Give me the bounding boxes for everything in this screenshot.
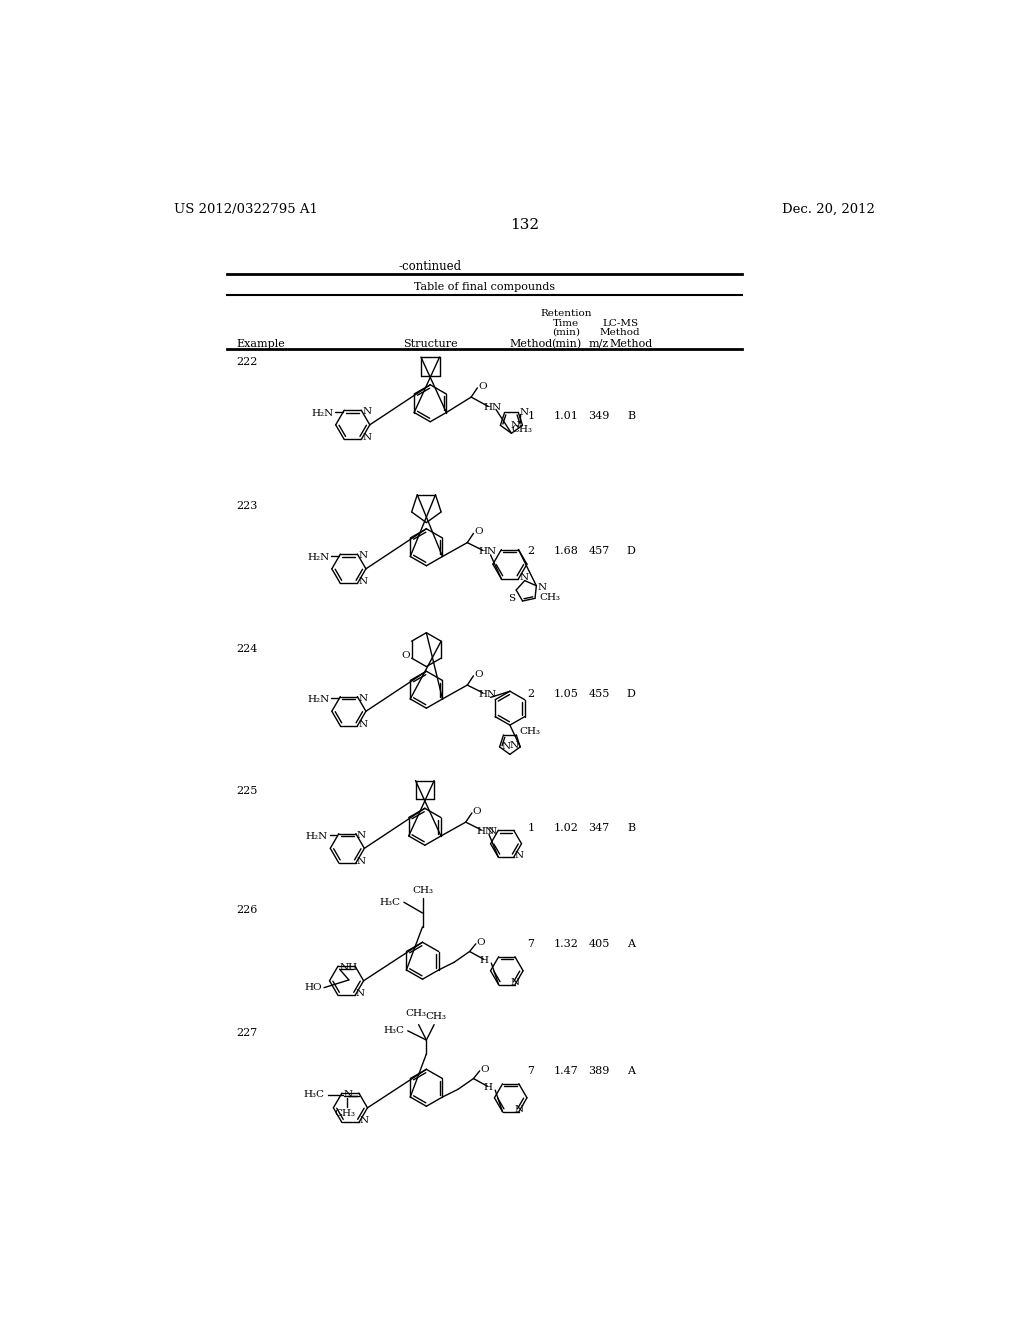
Text: Example: Example (237, 339, 286, 348)
Text: Time: Time (553, 318, 579, 327)
Text: Table of final compounds: Table of final compounds (414, 282, 555, 292)
Text: HN: HN (483, 404, 502, 412)
Text: N: N (356, 830, 366, 840)
Text: B: B (627, 412, 635, 421)
Text: 1.32: 1.32 (553, 939, 579, 949)
Text: H₃C: H₃C (384, 1027, 404, 1035)
Text: H: H (479, 956, 488, 965)
Text: N: N (501, 742, 510, 751)
Text: N: N (514, 1105, 523, 1114)
Text: 2: 2 (527, 689, 535, 698)
Text: B: B (627, 824, 635, 833)
Text: N: N (359, 1117, 369, 1126)
Text: CH₃: CH₃ (540, 593, 560, 602)
Text: Dec. 20, 2012: Dec. 20, 2012 (782, 203, 876, 216)
Text: 1: 1 (527, 412, 535, 421)
Text: H₃C: H₃C (380, 898, 400, 907)
Text: 1.02: 1.02 (553, 824, 579, 833)
Text: Structure: Structure (402, 339, 458, 348)
Text: HN: HN (478, 690, 497, 698)
Text: N: N (358, 552, 368, 560)
Text: N: N (537, 583, 546, 591)
Text: CH₃: CH₃ (512, 425, 532, 434)
Text: 223: 223 (237, 502, 258, 511)
Text: H: H (483, 1084, 493, 1092)
Text: 225: 225 (237, 785, 258, 796)
Text: 1: 1 (527, 824, 535, 833)
Text: 226: 226 (237, 906, 258, 915)
Text: N: N (510, 741, 519, 750)
Text: N: N (487, 828, 497, 837)
Text: Method: Method (600, 327, 640, 337)
Text: LC-MS: LC-MS (602, 318, 638, 327)
Text: HN: HN (476, 826, 495, 836)
Text: CH₃: CH₃ (412, 886, 433, 895)
Text: 222: 222 (237, 358, 258, 367)
Text: 2: 2 (527, 546, 535, 556)
Text: N: N (356, 990, 365, 998)
Text: 224: 224 (237, 644, 258, 653)
Text: 1.05: 1.05 (553, 689, 579, 698)
Text: O: O (480, 1065, 489, 1073)
Text: HN: HN (478, 548, 497, 556)
Text: US 2012/0322795 A1: US 2012/0322795 A1 (174, 203, 318, 216)
Text: HO: HO (305, 983, 323, 993)
Text: CH₃: CH₃ (519, 727, 541, 735)
Text: H₂N: H₂N (307, 553, 330, 562)
Text: S: S (508, 594, 515, 603)
Text: N: N (358, 693, 368, 702)
Text: N: N (520, 408, 529, 417)
Text: 1.01: 1.01 (553, 412, 579, 421)
Text: O: O (473, 807, 481, 816)
Text: 1.47: 1.47 (554, 1065, 579, 1076)
Text: 389: 389 (589, 1065, 610, 1076)
Text: 132: 132 (510, 218, 540, 232)
Text: H₃C: H₃C (304, 1090, 325, 1100)
Text: Method: Method (609, 339, 652, 348)
Text: (min): (min) (551, 339, 581, 348)
Text: -continued: -continued (398, 260, 462, 273)
Text: D: D (627, 689, 636, 698)
Text: H₂N: H₂N (307, 696, 330, 704)
Text: CH₃: CH₃ (335, 1109, 355, 1118)
Text: CH₃: CH₃ (425, 1012, 446, 1020)
Text: Retention: Retention (540, 309, 592, 318)
Text: 455: 455 (589, 689, 610, 698)
Text: 7: 7 (527, 1065, 535, 1076)
Text: 349: 349 (589, 412, 610, 421)
Text: N: N (343, 1090, 352, 1100)
Text: H₂N: H₂N (306, 832, 328, 841)
Text: N: N (510, 421, 519, 430)
Text: O: O (474, 528, 483, 536)
Text: A: A (627, 939, 635, 949)
Text: N: N (510, 978, 519, 987)
Text: 1.68: 1.68 (553, 546, 579, 556)
Text: N: N (362, 433, 371, 442)
Text: O: O (474, 669, 483, 678)
Text: A: A (627, 1065, 635, 1076)
Text: N: N (356, 857, 366, 866)
Text: 405: 405 (589, 939, 610, 949)
Text: H₂N: H₂N (311, 409, 334, 417)
Text: O: O (478, 381, 486, 391)
Text: 7: 7 (527, 939, 535, 949)
Text: N: N (358, 577, 368, 586)
Text: 457: 457 (589, 546, 610, 556)
Text: (min): (min) (552, 327, 580, 337)
Text: Method: Method (509, 339, 553, 348)
Text: N: N (358, 719, 368, 729)
Text: N: N (519, 573, 528, 582)
Text: CH₃: CH₃ (406, 1010, 426, 1019)
Text: 347: 347 (589, 824, 610, 833)
Text: O: O (476, 937, 485, 946)
Text: D: D (627, 546, 636, 556)
Text: N: N (362, 407, 371, 416)
Text: 227: 227 (237, 1028, 258, 1039)
Text: N: N (514, 851, 523, 861)
Text: O: O (401, 651, 410, 660)
Text: m/z: m/z (589, 339, 609, 348)
Text: NH: NH (340, 964, 357, 972)
